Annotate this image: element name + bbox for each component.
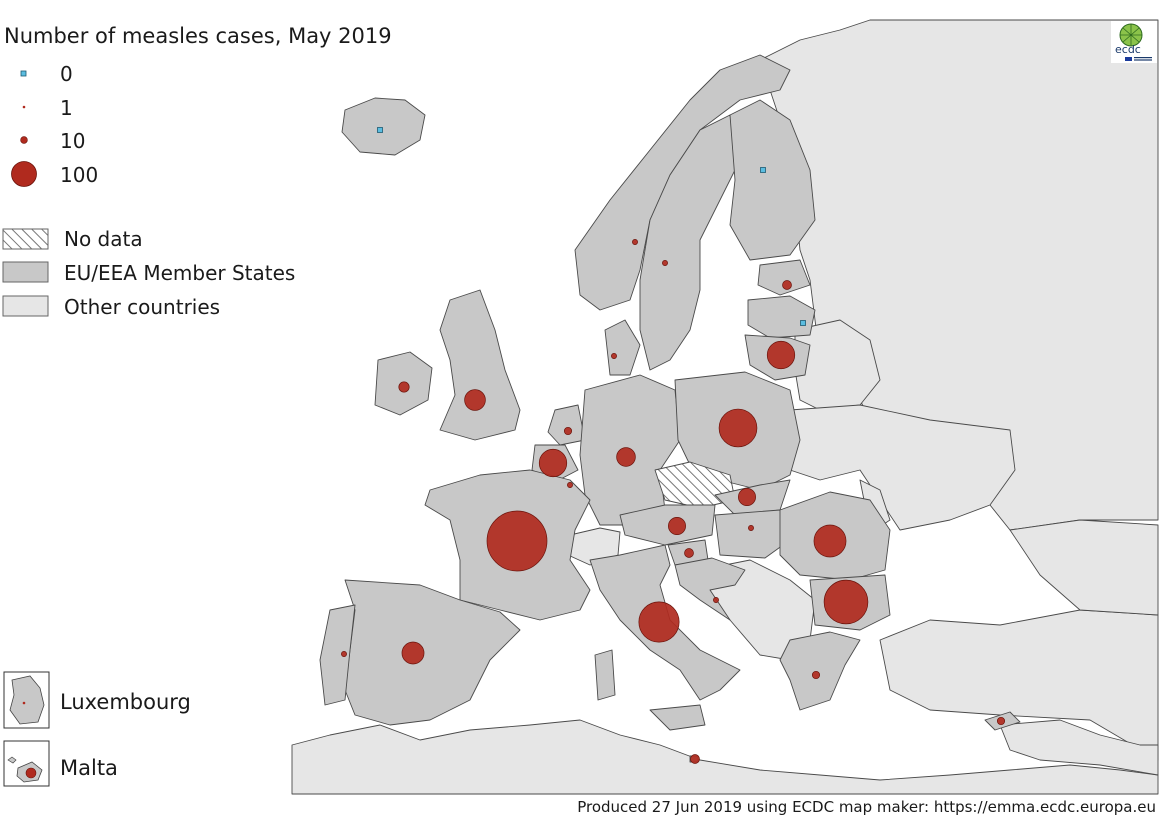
bubble-denmark xyxy=(611,353,617,359)
logo-text: ecdc xyxy=(1115,43,1141,56)
ukraine xyxy=(789,404,1016,531)
legend-label-eu: EU/EEA Member States xyxy=(64,261,296,285)
finland xyxy=(729,99,816,261)
bubble-hungary xyxy=(748,525,754,531)
bubble-belgium xyxy=(538,448,568,478)
legend-label-1: 1 xyxy=(60,96,73,120)
bubble-latvia xyxy=(800,320,806,326)
legend-label-100: 100 xyxy=(60,163,99,187)
north-africa xyxy=(291,719,1159,795)
bubble-croatia xyxy=(713,597,719,603)
caucasus xyxy=(1009,519,1159,616)
bubble-netherlands xyxy=(563,426,573,436)
legend-symbols xyxy=(2,70,49,317)
middle-east xyxy=(999,719,1159,776)
map-title: Number of measles cases, May 2019 xyxy=(4,24,392,48)
inset-label-malta: Malta xyxy=(60,756,118,780)
ecdc-logo: ecdc xyxy=(1111,21,1157,63)
legend-zero-marker xyxy=(20,70,27,77)
inset-bubble-luxembourg xyxy=(22,701,26,705)
legend-label-10: 10 xyxy=(60,129,86,153)
bubble-romania xyxy=(813,524,847,558)
inset-label-luxembourg: Luxembourg xyxy=(60,690,191,714)
legend-label-0: 0 xyxy=(60,62,73,86)
legend-bubble-1 xyxy=(22,105,26,109)
greece xyxy=(779,631,861,711)
estonia xyxy=(757,259,811,296)
sicily xyxy=(649,704,706,731)
bubble-austria xyxy=(668,517,686,535)
austria xyxy=(619,504,716,546)
bubble-germany xyxy=(616,447,636,467)
sweden xyxy=(639,114,741,371)
legend-label-other: Other countries xyxy=(64,295,221,319)
bubble-portugal xyxy=(341,651,347,657)
croatia xyxy=(674,557,746,621)
legend-bubble-100 xyxy=(11,161,37,187)
bubble-bulgaria xyxy=(823,579,869,625)
bubble-iceland xyxy=(377,127,383,133)
inset-bubble-malta xyxy=(25,767,37,779)
bubble-spain xyxy=(401,641,425,665)
portugal xyxy=(319,604,356,706)
bubble-luxembourg xyxy=(567,482,573,488)
sardinia xyxy=(594,649,616,701)
legend-swatch-eu xyxy=(2,261,49,283)
luxembourg-inset xyxy=(3,671,50,729)
denmark xyxy=(604,319,641,376)
bubble-slovenia xyxy=(684,548,694,558)
legend-swatch-nodata xyxy=(2,228,49,250)
netherlands xyxy=(547,404,586,446)
footer-credit: Produced 27 Jun 2019 using ECDC map make… xyxy=(577,798,1156,816)
bubble-lithuania xyxy=(766,340,796,370)
legend-bubble-10 xyxy=(20,136,28,144)
bubble-poland xyxy=(718,408,758,448)
hungary xyxy=(714,509,791,559)
bubble-norway xyxy=(632,239,638,245)
bubble-greece xyxy=(811,670,821,680)
bubble-ireland xyxy=(398,381,410,393)
bubble-united-kingdom xyxy=(464,389,486,411)
legend-label-nodata: No data xyxy=(64,227,143,251)
iceland xyxy=(341,97,426,156)
bubble-estonia xyxy=(782,280,792,290)
bubble-malta xyxy=(690,754,700,764)
case-bubbles xyxy=(341,127,1006,764)
united-kingdom xyxy=(439,289,521,441)
bubble-finland xyxy=(760,167,766,173)
bubble-slovakia xyxy=(738,488,756,506)
bubble-sweden xyxy=(662,260,668,266)
bubble-cyprus xyxy=(996,716,1006,726)
malta-inset xyxy=(3,740,50,787)
bubble-italy xyxy=(638,601,680,643)
latvia xyxy=(747,295,816,339)
legend-swatch-other xyxy=(2,295,49,317)
bubble-france xyxy=(486,510,548,572)
norway xyxy=(574,54,791,311)
